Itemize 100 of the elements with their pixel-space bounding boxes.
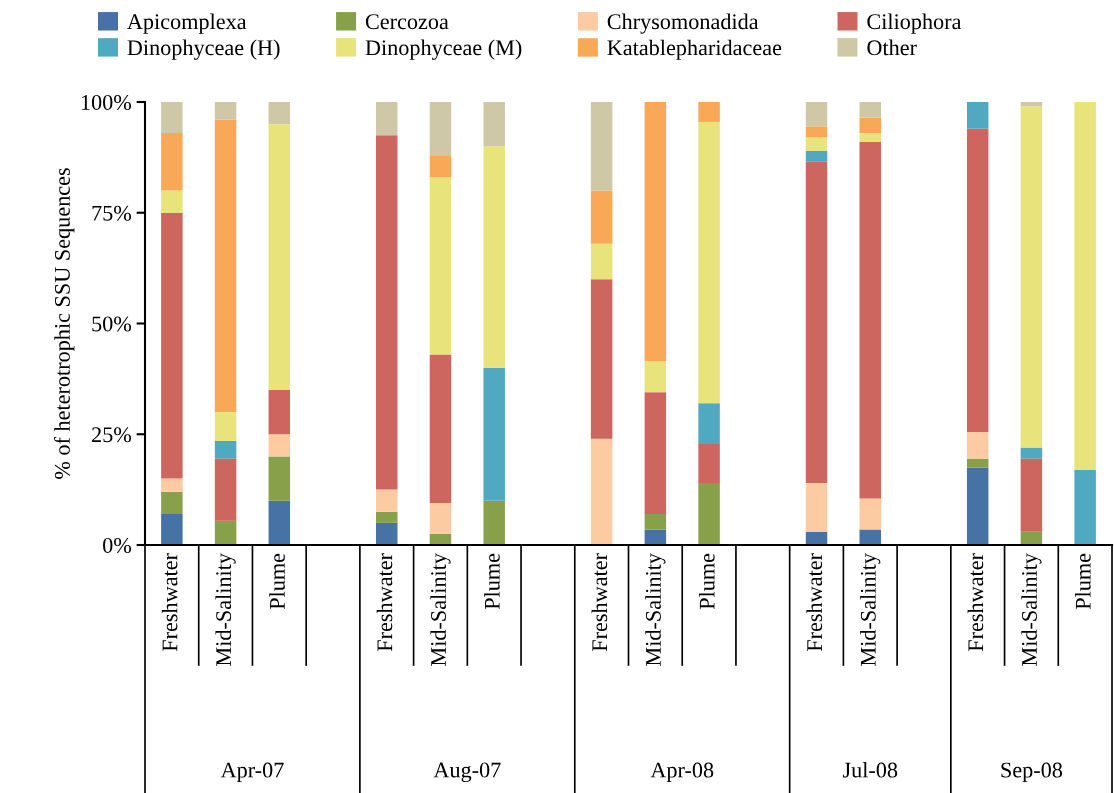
bar (966, 467, 989, 545)
bar (161, 102, 183, 134)
x-tick-label: Mid-Salinity (645, 553, 666, 666)
bar (859, 141, 881, 499)
bar (590, 243, 613, 280)
bar (805, 150, 828, 162)
bar (805, 161, 828, 483)
legend-label: Dinophyceae (H) (127, 39, 280, 60)
bar (161, 491, 183, 514)
bar (376, 511, 398, 523)
bar (859, 117, 881, 134)
x-tick-label: Plume (484, 553, 500, 610)
bar (859, 529, 881, 545)
bar (859, 498, 881, 530)
bar (429, 155, 452, 178)
bar (483, 367, 505, 501)
y-tick-label: 0% (103, 537, 132, 553)
bar (698, 102, 720, 122)
text: Aug-07 (433, 762, 501, 783)
bar (214, 440, 237, 459)
bar (644, 361, 667, 393)
bar (376, 135, 398, 490)
bar (268, 102, 291, 125)
bar (590, 190, 613, 244)
x-tick-label: Freshwater (967, 553, 984, 652)
x-tick-label: Freshwater (591, 553, 608, 652)
legend-label: Chrysomonadida (607, 13, 759, 34)
legend-label: Katablepharidaceae (607, 39, 782, 60)
bar (161, 133, 183, 191)
bar (268, 456, 291, 501)
bar (214, 119, 237, 413)
x-tick-label: Mid-Salinity (215, 553, 236, 666)
text: Jul-08 (842, 761, 898, 778)
y-tick-label: 50% (92, 316, 132, 332)
bar (590, 438, 613, 545)
bar (429, 502, 452, 534)
x-tick-label: Mid-Salinity (430, 553, 451, 666)
bar (429, 177, 452, 355)
bar (698, 443, 720, 483)
x-tick-label: Freshwater (806, 553, 823, 652)
bar (268, 124, 291, 390)
bar (268, 434, 291, 457)
bar (1020, 106, 1043, 448)
bar (859, 102, 881, 118)
bar (483, 500, 505, 545)
bar (805, 102, 828, 127)
bar (161, 212, 183, 479)
text: Sep-08 (1001, 762, 1063, 783)
legend-label: Ciliophora (867, 13, 962, 34)
bar (483, 102, 505, 147)
bar (483, 146, 505, 368)
bar (805, 482, 828, 532)
bar (376, 102, 398, 136)
y-tick-label: 75% (92, 205, 132, 221)
x-tick-label: Freshwater (376, 553, 393, 652)
bar (698, 482, 720, 545)
bar (966, 432, 989, 459)
legend-label: Apicomplexa (127, 13, 247, 34)
bar (214, 412, 237, 441)
legend-label: Cercozoa (365, 14, 449, 30)
bar (376, 522, 398, 545)
bar (698, 403, 720, 444)
bar (268, 389, 291, 435)
bar (966, 102, 989, 129)
bar (859, 133, 881, 142)
bar (698, 121, 720, 404)
bar (1074, 102, 1096, 470)
bar (1020, 447, 1043, 459)
y-tick-label: 25% (92, 427, 132, 443)
bar (644, 392, 667, 514)
bar (966, 128, 989, 433)
bar (644, 529, 667, 545)
text: Apr-07 (220, 762, 284, 783)
bar (429, 354, 452, 503)
x-tick-label: Plume (699, 553, 715, 610)
bar (161, 478, 183, 492)
bar (161, 513, 183, 545)
y-axis-title: % of heterotrophic SSU Sequences (54, 168, 75, 479)
bar (590, 279, 613, 439)
bar (1020, 458, 1043, 532)
bar (805, 137, 828, 151)
bar (214, 102, 237, 120)
y-tick-label: 100% (81, 94, 132, 110)
text: Apr-08 (650, 762, 714, 783)
bar (429, 102, 452, 156)
bar (214, 458, 237, 521)
bar (214, 520, 237, 545)
bar (268, 500, 291, 545)
bar (590, 102, 613, 191)
x-tick-label: Mid-Salinity (860, 553, 881, 666)
bar (805, 126, 828, 138)
bar (1074, 469, 1096, 545)
bar (376, 489, 398, 512)
bar (644, 102, 667, 362)
legend-label: Dinophyceae (M) (365, 39, 522, 60)
bar (161, 190, 183, 213)
legend-label: Other (867, 39, 917, 56)
x-tick-label: Plume (1075, 553, 1091, 610)
x-tick-label: Mid-Salinity (1021, 553, 1042, 666)
x-tick-label: Plume (269, 553, 285, 610)
